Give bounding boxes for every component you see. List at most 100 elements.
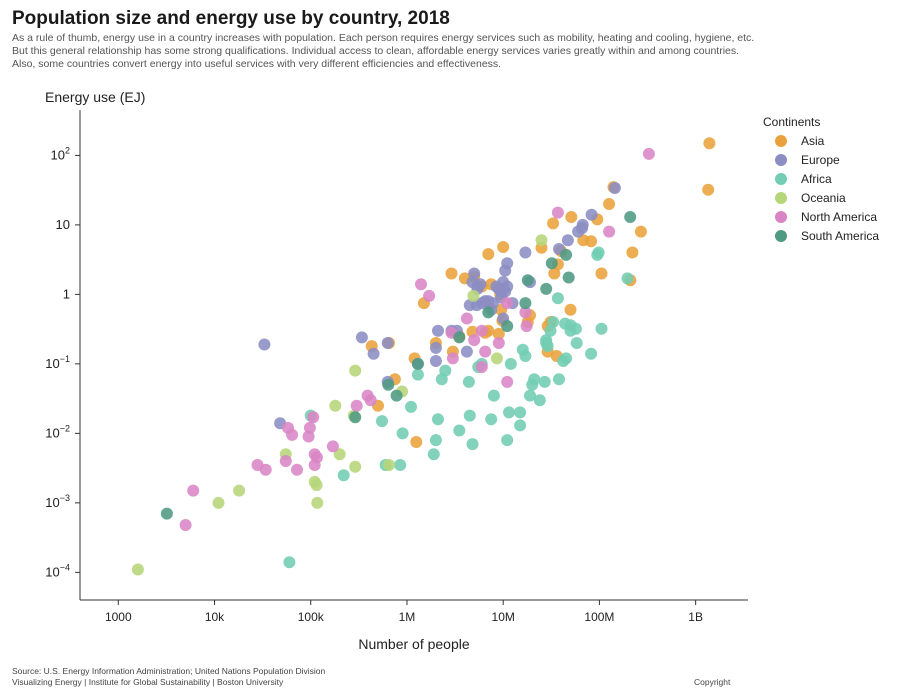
data-point-north-america: [326, 440, 339, 453]
data-point-north-america: [468, 334, 481, 347]
copyright-link[interactable]: Copyright: [694, 677, 731, 687]
data-point-europe: [381, 337, 394, 349]
legend-item-oceania[interactable]: Oceania: [775, 191, 846, 205]
data-point-north-america: [423, 289, 436, 302]
data-point-africa: [516, 343, 529, 356]
data-point-europe: [608, 182, 621, 194]
credit-note: Visualizing Energy | Institute for Globa…: [12, 677, 284, 687]
data-point-north-america: [501, 297, 514, 310]
data-point-asia: [492, 327, 505, 340]
y-tick-exponent: −3: [60, 493, 70, 503]
data-point-south-america: [160, 507, 173, 520]
data-point-north-america: [603, 225, 616, 238]
data-point-europe: [561, 234, 574, 247]
data-point-africa: [560, 352, 573, 365]
data-point-europe: [429, 355, 442, 367]
data-point-africa: [432, 413, 444, 426]
y-tick-label: 10−4: [45, 562, 70, 579]
data-point-africa: [487, 389, 500, 402]
data-point-africa: [485, 413, 498, 426]
y-tick-base: 10: [51, 147, 65, 162]
data-point-europe: [432, 324, 444, 337]
y-tick-base: 10: [45, 425, 59, 440]
data-point-africa: [405, 400, 417, 413]
y-tick-base: 10: [45, 356, 59, 371]
data-point-north-america: [179, 519, 192, 531]
source-note: Source: U.S. Energy Information Administ…: [12, 666, 326, 676]
legend-label: Africa: [801, 172, 832, 186]
chart-title: Population size and energy use by countr…: [12, 8, 450, 29]
data-point-north-america: [187, 484, 200, 497]
y-tick-exponent: −4: [60, 562, 70, 572]
x-tick-label: 100M: [584, 610, 614, 624]
y-tick-exponent: 2: [65, 145, 70, 155]
subtitle-line: But this general relationship has some s…: [12, 45, 740, 57]
data-point-south-america: [624, 211, 637, 223]
y-tick-exponent: −1: [60, 354, 70, 364]
data-point-africa: [453, 424, 466, 437]
legend-item-asia[interactable]: Asia: [775, 134, 825, 148]
data-point-africa: [504, 357, 517, 370]
data-point-europe: [572, 225, 585, 238]
data-point-north-america: [350, 399, 363, 412]
data-point-north-america: [302, 430, 315, 443]
data-point-north-america: [520, 320, 533, 333]
data-point-south-america: [501, 320, 514, 333]
x-axis-title: Number of people: [358, 636, 470, 652]
data-point-africa: [591, 248, 604, 261]
y-axis-title: Energy use (EJ): [45, 89, 145, 105]
legend-swatch: [775, 211, 787, 223]
y-tick-base: 10: [45, 495, 59, 510]
data-point-north-america: [551, 206, 564, 219]
data-point-asia: [547, 217, 560, 230]
legend-item-north-america[interactable]: North America: [775, 210, 877, 224]
data-point-south-america: [521, 274, 534, 287]
legend-items: Asia Europe Africa Oceania North America Sout…: [775, 134, 879, 243]
data-points: [131, 137, 716, 576]
data-point-africa: [533, 394, 546, 407]
data-point-north-america: [291, 463, 303, 476]
y-tick-label: 10−1: [45, 354, 70, 371]
data-point-north-america: [415, 278, 427, 291]
legend-swatch: [775, 192, 787, 204]
data-point-africa: [570, 337, 583, 349]
data-point-europe: [490, 280, 503, 293]
data-point-africa: [462, 375, 475, 388]
data-point-oceania: [329, 399, 342, 412]
x-tick-label: 1B: [688, 610, 703, 624]
data-point-africa: [547, 316, 560, 328]
data-point-asia: [565, 211, 578, 223]
data-point-asia: [703, 137, 716, 150]
subtitle-line: Also, some countries convert energy into…: [12, 58, 502, 70]
legend-label: Oceania: [801, 191, 846, 205]
data-point-africa: [595, 322, 608, 335]
data-point-south-america: [349, 411, 362, 424]
legend-title: Continents: [763, 115, 820, 129]
data-point-south-america: [519, 297, 532, 310]
y-tick-base: 10: [45, 564, 59, 579]
data-point-south-america: [562, 271, 575, 284]
y-tick-label: 10−3: [45, 493, 70, 510]
data-point-europe: [460, 345, 473, 358]
data-point-south-america: [390, 389, 403, 402]
legend-item-south-america[interactable]: South America: [775, 229, 879, 243]
data-point-africa: [411, 368, 424, 381]
data-point-north-america: [642, 147, 655, 160]
legend-item-europe[interactable]: Europe: [775, 153, 840, 167]
data-point-africa: [429, 434, 442, 447]
data-point-oceania: [383, 459, 395, 471]
data-point-africa: [394, 459, 407, 471]
data-point-africa: [514, 406, 527, 419]
data-point-oceania: [311, 496, 324, 509]
data-point-africa: [564, 324, 577, 337]
data-point-africa: [621, 272, 634, 285]
data-point-asia: [634, 225, 647, 238]
data-point-asia: [603, 198, 616, 210]
data-point-oceania: [233, 484, 246, 497]
data-point-europe: [367, 347, 380, 360]
legend-item-africa[interactable]: Africa: [775, 172, 832, 186]
data-point-europe: [499, 264, 512, 277]
y-tick-label: 102: [51, 145, 70, 162]
data-point-north-america: [492, 337, 505, 349]
y-tick-label: 10−2: [45, 423, 70, 440]
